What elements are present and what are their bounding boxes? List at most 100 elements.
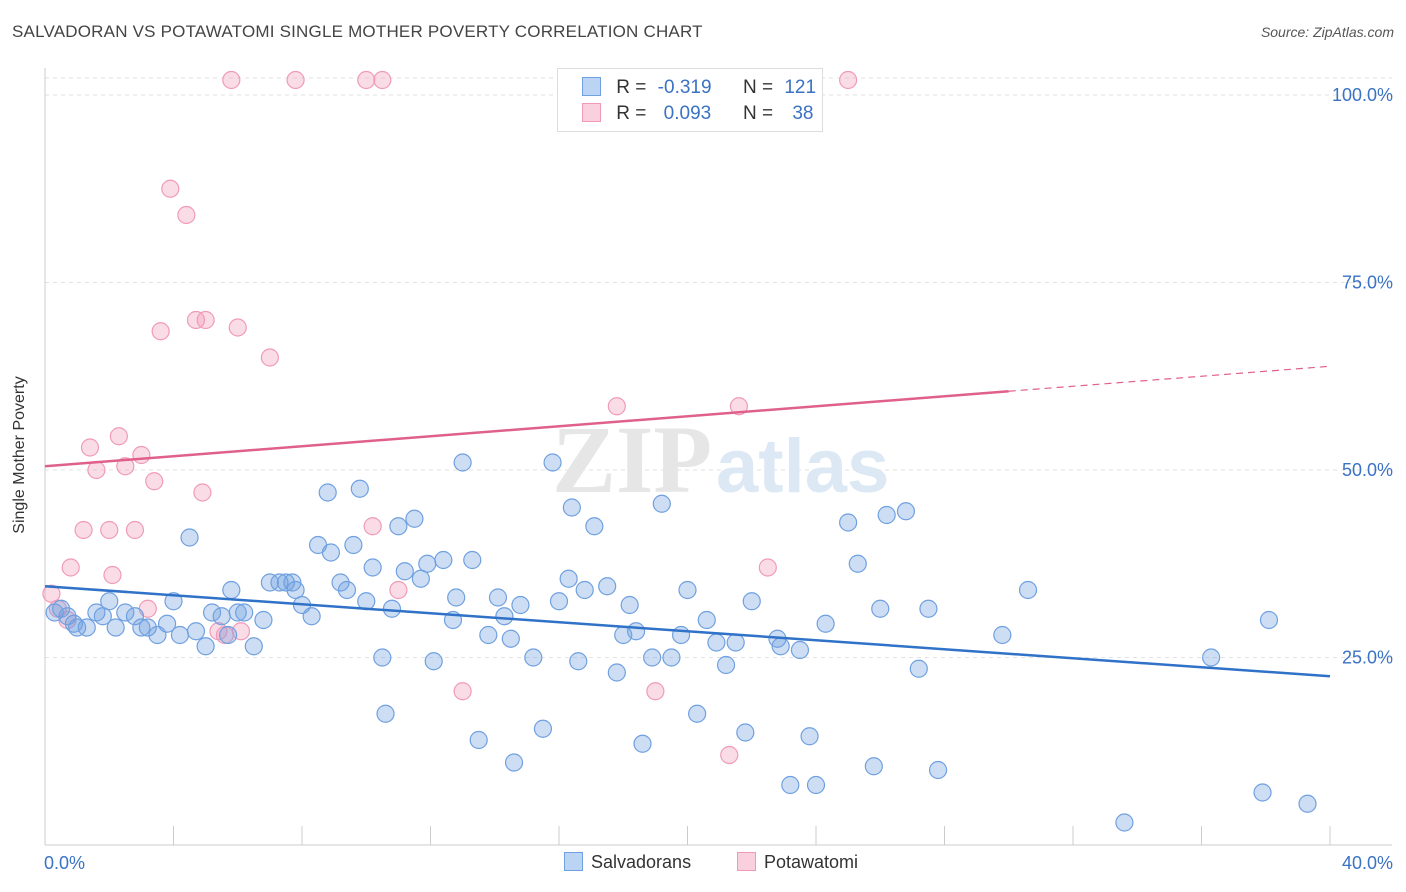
salvadoran-point [896,502,916,521]
potawatomi-point [151,322,170,341]
salvadoran-point [453,453,472,472]
salvadoran-point [543,453,562,472]
legend-r-value: -0.319 [657,77,712,98]
legend-n-value: 38 [792,103,814,124]
salvadoran-point [742,592,761,611]
legend-n-value: 121 [784,77,817,98]
salvadoran-point [697,610,716,630]
salvadoran-point [848,554,867,573]
potawatomi-point [607,397,626,416]
salvadoran-point [228,603,247,622]
salvadoran-point [51,599,71,618]
potawatomi-point [161,179,180,198]
salvadoran-point [116,603,135,622]
potawatomi-point [116,457,135,476]
salvadoran-point [331,573,350,592]
salvadoran-point [157,614,177,633]
salvadoran-point [376,704,395,723]
salvadoran-point [626,622,646,641]
salvadoran-point [524,648,543,667]
potawatomi-point [186,310,206,330]
source-label: Source: ZipAtlas.com [1260,24,1394,40]
legend-r-label: R = [616,103,647,124]
salvadoran-point [928,760,948,780]
salvadoran-point [919,599,938,618]
salvadoran-point [93,607,112,626]
salvadoran-point [382,599,402,618]
salvadoran-point [479,625,498,645]
salvadoran-point [254,610,273,630]
salvadoran-point [806,775,826,795]
salvadoran-point [424,652,443,671]
y-tick-label: 25.0% [1342,648,1393,668]
potawatomi-point [222,70,241,90]
bottom-legend-salvadorans: Salvadorans [564,852,691,873]
salvadoran-point [585,517,604,536]
potawatomi-trend-extension [1008,365,1331,392]
legend-swatch-pink [582,103,601,122]
salvadoran-point [1018,580,1038,600]
salvadoran-point [235,603,254,622]
potawatomi-point [758,558,777,577]
potawatomi-point [80,438,100,457]
salvadoran-point [678,580,697,600]
salvadoran-point [816,614,835,633]
salvadoran-point [839,513,858,532]
salvadoran-point [598,577,617,596]
potawatomi-point [132,445,151,465]
salvadoran-point [286,580,305,600]
salvadoran-point [716,655,736,675]
potawatomi-point [453,682,472,701]
salvadoran-point [389,517,408,536]
y-tick-label: 50.0% [1342,460,1393,480]
salvadoran-point [132,618,151,637]
legend-row-potawatomi: R = 0.093 N = 38 [582,103,813,125]
salvadoran-point [106,618,125,637]
salvadoran-point [633,734,652,753]
salvadoran-point [321,543,341,562]
potawatomi-point [228,318,247,337]
salvadoran-point [344,535,363,555]
potawatomi-point [87,460,106,480]
salvadoran-point [1298,794,1317,813]
salvadoran-point [864,757,883,776]
salvadoran-point [196,637,215,656]
salvadoran-point [671,625,691,645]
salvadoran-point [363,558,382,577]
trend-lines [44,365,1331,678]
salvadoran-point [688,704,707,723]
salvadoran-point [495,607,514,626]
x-tick-label-start: 0.0% [44,853,85,873]
potawatomi-point [145,472,164,491]
salvadoran-point [411,569,430,588]
potawatomi-point [74,520,93,540]
salvadoran-point [447,588,466,607]
legend-swatch-blue [582,77,601,96]
salvadoran-point [569,652,588,671]
potawatomi-point [260,348,279,367]
salvadoran-point [549,592,569,611]
potawatomi-points [42,70,858,765]
salvadoran-point [244,637,263,656]
potawatomi-point [61,558,80,577]
potawatomi-point [389,580,408,600]
salvadoran-point [790,640,810,660]
x-tick-label-end: 40.0% [1342,853,1393,873]
salvadoran-point [202,603,222,622]
y-tick-label: 75.0% [1342,273,1393,293]
bottom-legend-swatch-pink [737,852,756,871]
legend-n-label: N = [742,103,774,124]
potawatomi-point [646,682,665,701]
salvadoran-point [212,607,231,626]
legend-r-label: R = [616,77,647,98]
bottom-legend-label: Potawatomi [764,852,859,872]
bottom-legend-potawatomi: Potawatomi [737,852,858,873]
salvadoran-point [100,592,119,611]
salvadoran-point [652,494,671,513]
salvadoran-point [800,727,819,746]
salvadoran-point [781,775,800,795]
salvadoran-point [620,595,639,615]
legend-n-label: N = [742,77,774,98]
salvadoran-point [180,528,199,547]
